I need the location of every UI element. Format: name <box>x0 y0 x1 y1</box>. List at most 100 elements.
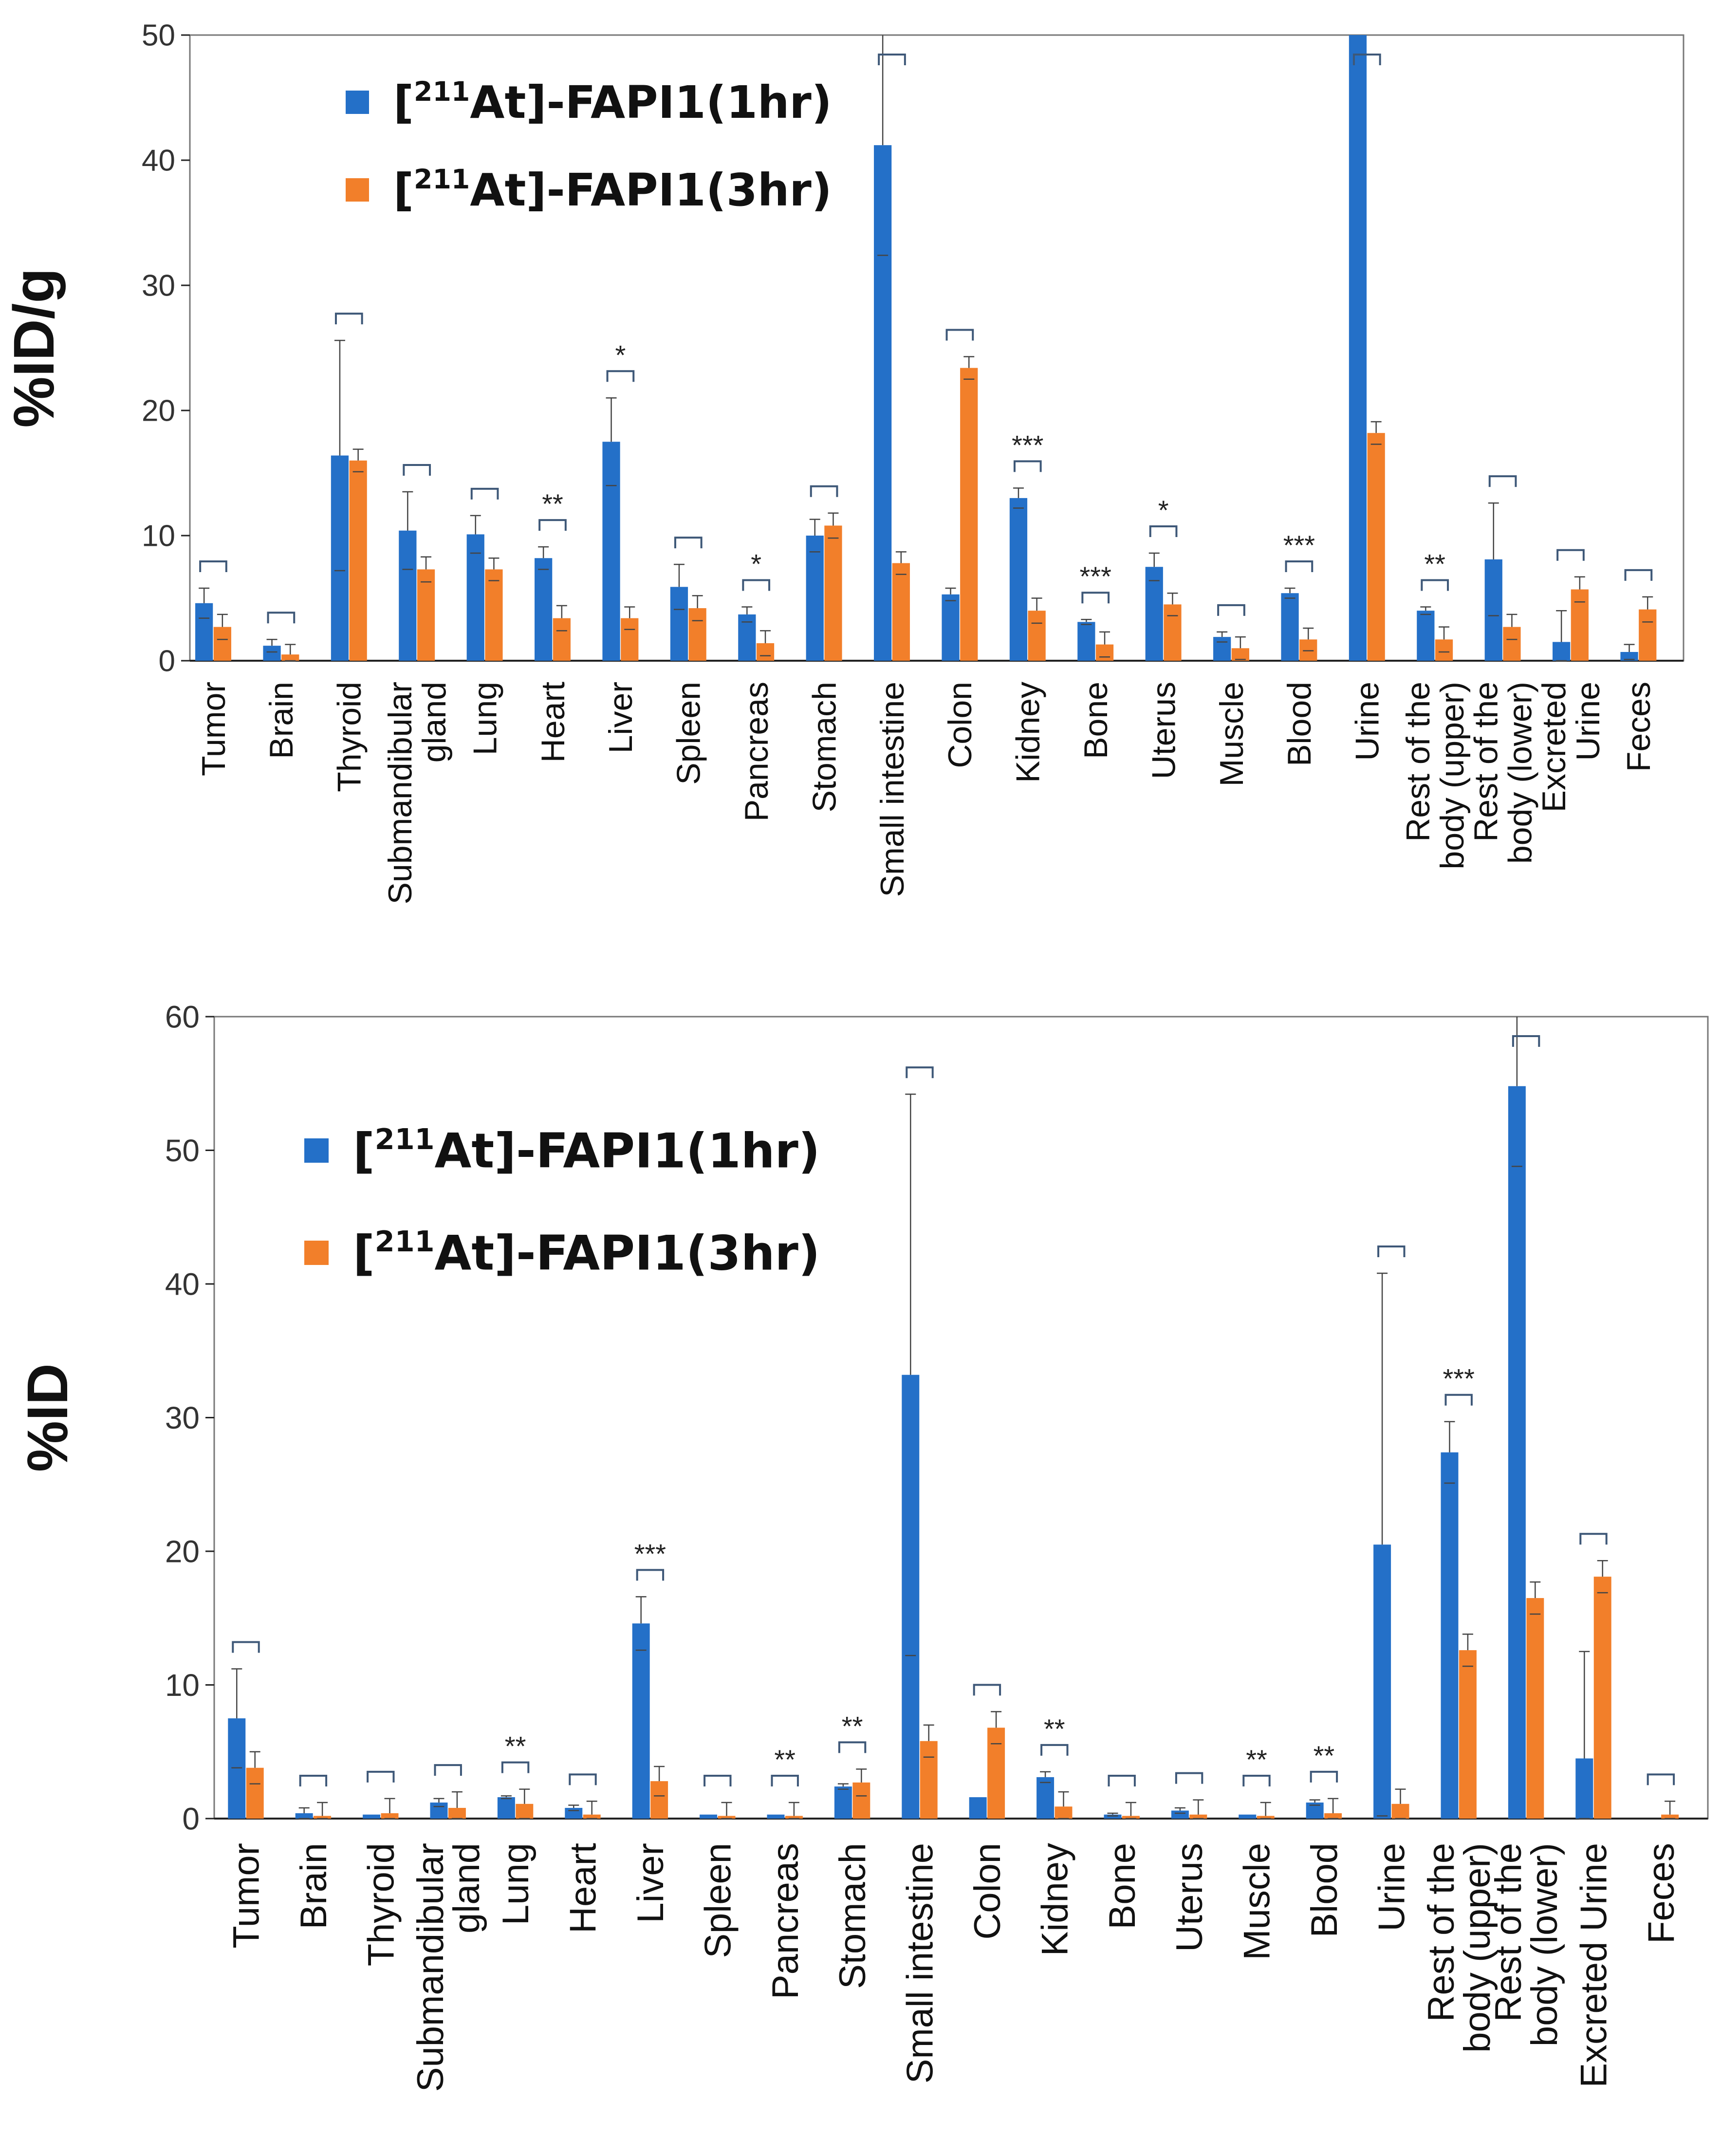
comparison-bracket <box>1444 1394 1473 1406</box>
category-label: Urine <box>1349 682 1386 761</box>
category-label: Rest of thebody (upper) <box>1421 1843 1498 2053</box>
comparison-bracket <box>232 1641 260 1653</box>
category-label: Small intestine <box>900 1843 941 2083</box>
bar-1hr <box>767 1814 785 1819</box>
category-label: Small intestine <box>874 682 911 897</box>
y-tick-label: 60 <box>165 999 200 1034</box>
category-label-line: Urine <box>1371 1843 1412 1932</box>
significance-label: *** <box>1080 561 1111 592</box>
category-label-line: Small intestine <box>874 682 911 897</box>
significance-label: ** <box>774 1744 796 1775</box>
y-axis-label: %ID/g <box>2 268 66 428</box>
bar-1hr <box>1077 622 1095 661</box>
category-label-line: Uterus <box>1169 1843 1210 1952</box>
legend-label: [211At]-FAPI1(3hr) <box>353 1225 820 1281</box>
comparison-bracket <box>1285 560 1314 572</box>
comparison-bracket <box>1175 1772 1203 1784</box>
bar-1hr <box>295 1813 313 1819</box>
category-label-line: Small intestine <box>900 1843 941 2083</box>
category-label: Heart <box>535 682 572 762</box>
bar-1hr <box>331 455 349 661</box>
category-label-line: Kidney <box>1034 1843 1075 1956</box>
legend-name: At]-FAPI1 <box>435 1123 686 1179</box>
significance-label: ** <box>1044 1713 1065 1744</box>
category-label-line: Tumor <box>226 1843 267 1949</box>
bar-1hr <box>874 145 892 661</box>
legend-name: At]-FAPI1 <box>435 1226 686 1281</box>
comparison-bracket <box>674 537 703 549</box>
category-label: Feces <box>1620 682 1657 772</box>
legend-swatch-3hr <box>346 178 369 202</box>
bar-1hr <box>1349 35 1367 661</box>
bar-3hr <box>1257 1816 1275 1819</box>
category-label-line: Submandibular <box>382 682 419 904</box>
bar-1hr <box>430 1803 448 1819</box>
comparison-bracket <box>501 1761 530 1773</box>
legend-time: (3hr) <box>686 1226 820 1281</box>
category-label: Excreted Urine <box>1573 1843 1615 2088</box>
comparison-bracket <box>906 1066 934 1078</box>
category-label: Spleen <box>697 1843 739 1958</box>
comparison-bracket <box>334 313 363 325</box>
bar-3hr <box>1661 1814 1679 1819</box>
bar-3hr <box>987 1728 1005 1819</box>
category-label-line: Muscle <box>1213 682 1250 786</box>
significance-label: *** <box>1443 1363 1475 1394</box>
comparison-bracket <box>1108 1775 1136 1787</box>
bar-3hr <box>553 618 571 661</box>
bar-1hr <box>1373 1544 1391 1819</box>
bar-3hr <box>1391 1803 1409 1819</box>
category-label: Lung <box>495 1843 537 1925</box>
category-label: Bone <box>1102 1843 1143 1930</box>
category-label-line: Pancreas <box>738 682 775 821</box>
comparison-bracket <box>1040 1744 1069 1756</box>
category-label-line: body (upper) <box>1434 682 1471 870</box>
y-tick-label: 20 <box>142 394 175 428</box>
comparison-bracket <box>973 1684 1001 1696</box>
category-label: Brain <box>293 1843 334 1929</box>
category-label-line: Spleen <box>670 682 707 785</box>
category-label: Rest of thebody (lower) <box>1488 1843 1565 2046</box>
category-label: Blood <box>1281 682 1318 766</box>
bar-1hr <box>263 646 281 661</box>
bar-1hr <box>195 603 213 661</box>
y-tick-label: 50 <box>142 19 175 53</box>
comparison-bracket <box>538 519 567 531</box>
category-label: Stomach <box>832 1843 873 1989</box>
bar-3hr <box>448 1808 466 1819</box>
category-label: Rest of thebody (lower) <box>1467 682 1538 864</box>
category-label: ExcretedUrine <box>1536 682 1607 812</box>
category-label-line: body (lower) <box>1524 1843 1565 2046</box>
y-tick-label: 0 <box>182 1801 200 1836</box>
bar-3hr <box>1435 639 1453 661</box>
bar-3hr <box>516 1803 534 1819</box>
legend-superscript: 211 <box>375 1225 435 1258</box>
category-label-line: Brain <box>293 1843 334 1929</box>
bar-3hr <box>485 569 503 661</box>
comparison-bracket <box>1624 569 1653 581</box>
comparison-bracket <box>742 579 771 591</box>
significance-label: ** <box>1424 548 1445 579</box>
bar-3hr <box>785 1816 803 1819</box>
legend-bracket: [ <box>393 76 414 129</box>
bar-1hr <box>1484 559 1502 661</box>
legend-time: (1hr) <box>686 1123 820 1179</box>
significance-label: * <box>751 548 761 579</box>
category-label: Stomach <box>806 682 843 812</box>
comparison-bracket <box>403 464 431 476</box>
category-label-line: Colon <box>942 682 979 768</box>
category-label: Thyroid <box>331 682 368 792</box>
comparison-bracket <box>1579 1533 1608 1545</box>
category-label-line: Urine <box>1349 682 1386 761</box>
category-label: Kidney <box>1034 1843 1075 1956</box>
y-tick-label: 50 <box>165 1133 200 1168</box>
legend-swatch-1hr <box>346 91 369 114</box>
bar-3hr <box>1028 611 1046 661</box>
legend-superscript: 211 <box>414 76 470 108</box>
bar-3hr <box>1231 648 1249 661</box>
category-label-line: gland <box>446 1843 487 1933</box>
significance-label: *** <box>1283 530 1315 560</box>
bar-1hr <box>1553 642 1571 661</box>
comparison-bracket <box>1377 1245 1406 1258</box>
